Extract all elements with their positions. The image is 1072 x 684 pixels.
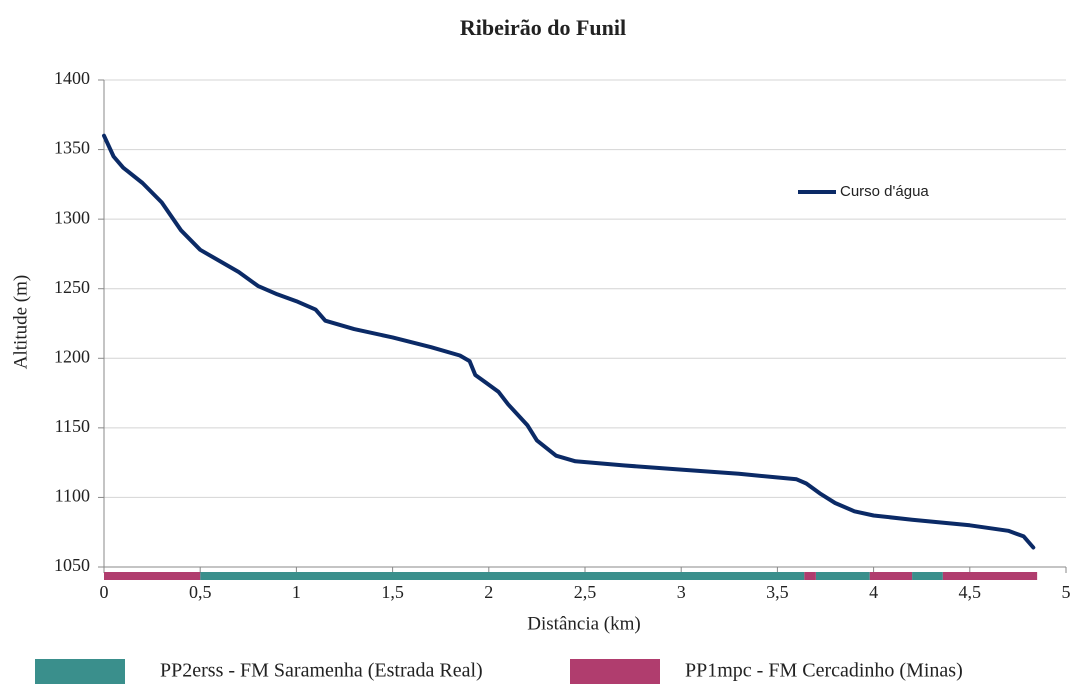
formation-segment: [912, 572, 943, 580]
y-tick-label: 1050: [54, 555, 90, 575]
y-tick-label: 1400: [54, 68, 90, 88]
legend-label: Curso d'água: [840, 183, 929, 200]
chart-title: Ribeirão do Funil: [460, 15, 626, 40]
y-axis-title: Altitude (m): [10, 275, 31, 369]
y-tick-label: 1350: [54, 138, 90, 158]
formation-legend-label: PP1mpc - FM Cercadinho (Minas): [685, 660, 963, 682]
x-tick-label: 2,5: [574, 582, 597, 602]
x-tick-label: 4,5: [959, 582, 982, 602]
formation-segment: [815, 572, 870, 580]
y-tick-label: 1300: [54, 207, 90, 227]
x-tick-label: 1,5: [381, 582, 404, 602]
formation-segment: [200, 572, 805, 580]
y-tick-label: 1100: [55, 486, 90, 506]
x-tick-label: 0,5: [189, 582, 212, 602]
line: [102, 133, 1036, 550]
formation-segment: [869, 572, 913, 580]
x-tick-label: 2: [484, 582, 493, 602]
x-tick-label: 4: [869, 582, 878, 602]
formation-legend-swatch: [570, 659, 660, 684]
formation-legend-swatch: [35, 659, 125, 684]
formation-segment: [804, 572, 816, 580]
y-tick-label: 1200: [54, 346, 90, 366]
x-axis-title: Distância (km): [527, 613, 640, 634]
x-tick-label: 3: [677, 582, 686, 602]
formation-segment: [942, 572, 1038, 580]
formation-legend-label: PP2erss - FM Saramenha (Estrada Real): [160, 660, 483, 682]
y-tick-label: 1250: [54, 277, 90, 297]
x-tick-label: 3,5: [766, 582, 789, 602]
x-tick-label: 0: [100, 582, 109, 602]
formation-segment: [104, 572, 201, 580]
y-tick-label: 1150: [55, 416, 90, 436]
x-tick-label: 1: [292, 582, 301, 602]
x-tick-label: 5: [1062, 582, 1071, 602]
